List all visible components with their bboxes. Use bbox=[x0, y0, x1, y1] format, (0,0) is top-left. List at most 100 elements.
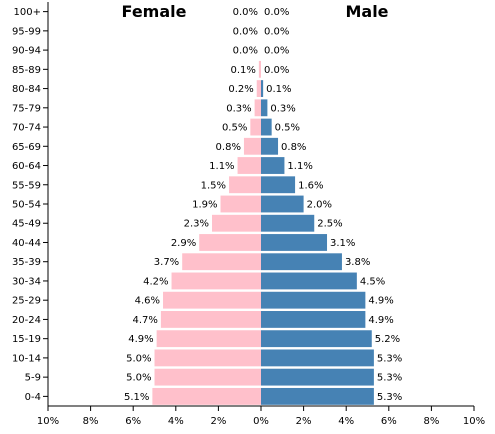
male-value-labels: 0.0% 0.0% 0.0% 0.0% 0.1% 0.3% 0.5% 0.8% 1.1% 1.6%… bbox=[264, 7, 402, 403]
x-tick-label: 2% bbox=[296, 416, 312, 427]
female-value-label: 0.1% bbox=[230, 65, 255, 76]
female-bar bbox=[237, 157, 261, 174]
male-bars bbox=[261, 80, 374, 405]
x-tick-label: 4% bbox=[338, 416, 354, 427]
male-bar bbox=[261, 311, 366, 328]
female-bar bbox=[156, 330, 261, 348]
male-bar bbox=[261, 195, 304, 213]
y-tick-label: 65-69 bbox=[12, 142, 41, 153]
y-axis: 100+ 95-99 90-94 85-89 80-84 75-79 70-74 65-69 6… bbox=[12, 2, 49, 406]
male-bar bbox=[261, 368, 374, 386]
male-bar bbox=[261, 214, 315, 232]
male-value-label: 0.0% bbox=[264, 65, 289, 76]
female-bar bbox=[160, 311, 261, 328]
legend-male: Male bbox=[345, 2, 388, 21]
male-value-label: 5.3% bbox=[377, 353, 402, 364]
female-bar bbox=[154, 349, 261, 367]
female-bar bbox=[229, 176, 261, 194]
female-value-label: 1.1% bbox=[209, 161, 234, 172]
y-tick-label: 35-39 bbox=[12, 257, 41, 268]
female-bar bbox=[212, 214, 261, 232]
male-bar bbox=[261, 291, 366, 309]
y-tick-label: 100+ bbox=[14, 7, 41, 18]
female-bar bbox=[250, 118, 261, 136]
x-tick-label: 10% bbox=[463, 416, 485, 427]
female-value-label: 1.5% bbox=[201, 180, 226, 191]
female-value-label: 0.8% bbox=[216, 142, 241, 153]
male-value-label: 0.8% bbox=[281, 142, 306, 153]
male-bar bbox=[261, 137, 279, 155]
male-value-label: 0.5% bbox=[275, 123, 300, 134]
x-tick-label: 8% bbox=[83, 416, 99, 427]
male-bar bbox=[261, 272, 357, 290]
female-bar bbox=[256, 80, 261, 97]
y-tick-label: 95-99 bbox=[12, 26, 41, 37]
male-value-label: 3.1% bbox=[330, 238, 355, 249]
female-bar bbox=[152, 387, 261, 405]
female-value-label: 0.5% bbox=[222, 123, 247, 134]
male-value-label: 0.3% bbox=[270, 103, 295, 114]
female-value-label: 4.7% bbox=[132, 315, 157, 326]
x-tick-label: 6% bbox=[125, 416, 141, 427]
female-bar bbox=[182, 253, 261, 271]
male-bar bbox=[261, 80, 264, 97]
x-tick-label: 2% bbox=[210, 416, 226, 427]
female-value-label: 1.9% bbox=[192, 200, 217, 211]
male-value-label: 0.0% bbox=[264, 7, 289, 18]
y-tick-label: 15-19 bbox=[12, 334, 41, 345]
male-bar bbox=[261, 118, 272, 136]
female-bar bbox=[220, 195, 261, 213]
male-value-label: 1.6% bbox=[298, 180, 323, 191]
male-value-label: 5.2% bbox=[375, 334, 400, 345]
male-value-label: 5.3% bbox=[377, 392, 402, 403]
y-tick-label: 60-64 bbox=[12, 161, 41, 172]
female-value-label: 2.3% bbox=[184, 219, 209, 230]
female-value-label: 3.7% bbox=[154, 257, 179, 268]
male-value-label: 4.9% bbox=[368, 315, 393, 326]
y-tick-label: 50-54 bbox=[12, 200, 41, 211]
male-bar bbox=[261, 253, 342, 271]
male-value-label: 0.1% bbox=[266, 84, 291, 95]
female-value-label: 5.0% bbox=[126, 353, 151, 364]
y-tick-label: 80-84 bbox=[12, 84, 41, 95]
male-bar bbox=[261, 234, 328, 251]
y-tick-label: 55-59 bbox=[12, 180, 41, 191]
male-bar bbox=[261, 349, 374, 367]
female-bars bbox=[152, 60, 261, 405]
female-value-label: 5.1% bbox=[124, 392, 149, 403]
y-tick-label: 5-9 bbox=[25, 373, 41, 384]
male-value-label: 0.0% bbox=[264, 46, 289, 57]
y-tick-label: 30-34 bbox=[12, 276, 41, 287]
female-value-label: 0.2% bbox=[228, 84, 253, 95]
male-value-label: 2.5% bbox=[317, 219, 342, 230]
male-value-label: 2.0% bbox=[307, 200, 332, 211]
female-bar bbox=[154, 368, 261, 386]
female-bar bbox=[199, 234, 261, 251]
y-tick-label: 70-74 bbox=[12, 123, 41, 134]
female-bar bbox=[243, 137, 261, 155]
male-bar bbox=[261, 99, 268, 117]
female-value-label: 4.2% bbox=[143, 276, 168, 287]
female-value-label: 0.0% bbox=[233, 46, 258, 57]
x-tick-label: 4% bbox=[168, 416, 184, 427]
legend-female: Female bbox=[122, 2, 187, 21]
y-tick-label: 90-94 bbox=[12, 46, 41, 57]
male-value-label: 4.5% bbox=[360, 276, 385, 287]
female-value-label: 5.0% bbox=[126, 373, 151, 384]
female-value-label: 0.0% bbox=[233, 26, 258, 37]
y-tick-label: 45-49 bbox=[12, 219, 41, 230]
x-tick-label: 8% bbox=[423, 416, 439, 427]
female-value-label: 0.3% bbox=[226, 103, 251, 114]
female-bar bbox=[171, 272, 261, 290]
x-tick-label: 10% bbox=[37, 416, 59, 427]
y-tick-label: 40-44 bbox=[12, 238, 41, 249]
male-bar bbox=[261, 157, 285, 174]
female-bar bbox=[163, 291, 261, 309]
male-bar bbox=[261, 330, 372, 348]
male-bar bbox=[261, 387, 374, 405]
male-value-label: 1.1% bbox=[287, 161, 312, 172]
female-value-label: 4.9% bbox=[128, 334, 153, 345]
male-value-label: 5.3% bbox=[377, 373, 402, 384]
y-tick-label: 25-29 bbox=[12, 296, 41, 307]
female-bar bbox=[254, 99, 261, 117]
